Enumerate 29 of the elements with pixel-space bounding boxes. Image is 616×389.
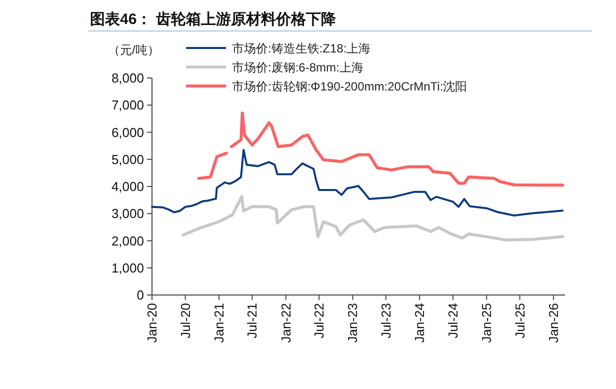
x-tick-label: Jul-21 bbox=[244, 303, 260, 338]
x-tick-label: Jan-24 bbox=[412, 303, 428, 343]
legend-label: 市场价:铸造生铁:Z18:上海 bbox=[232, 42, 371, 56]
y-tick-label: 4,000 bbox=[111, 179, 144, 194]
x-tick-label: Jul-24 bbox=[445, 303, 460, 338]
line-series bbox=[182, 195, 564, 242]
y-tick-label: 6,000 bbox=[111, 124, 144, 140]
legend-label: 市场价:废钢:6-8mm:上海 bbox=[232, 60, 364, 74]
y-tick-label: 7,000 bbox=[111, 98, 144, 113]
line-series bbox=[151, 148, 564, 217]
y-axis-title: （元/吨） bbox=[108, 43, 160, 57]
legend-label: 市场价:齿轮钢:Φ190-200mm:20CrMnTi:沈阳 bbox=[232, 80, 468, 94]
y-tick-label: 2,000 bbox=[111, 233, 144, 248]
x-tick-label: Jan-26 bbox=[546, 303, 561, 343]
y-tick-label: 5,000 bbox=[111, 152, 144, 167]
y-tick-label: 3,000 bbox=[111, 206, 144, 222]
y-tick-label: 1,000 bbox=[111, 260, 144, 276]
y-tick-label: 8,000 bbox=[111, 70, 144, 86]
x-tick-label: Jul-25 bbox=[512, 303, 528, 338]
x-tick-label: Jan-20 bbox=[144, 303, 160, 343]
x-tick-label: Jul-23 bbox=[378, 303, 394, 338]
x-tick-label: Jul-22 bbox=[312, 303, 327, 338]
x-tick-label: Jan-22 bbox=[278, 303, 294, 343]
x-tick-label: Jan-25 bbox=[479, 303, 494, 343]
x-tick-label: Jan-23 bbox=[345, 303, 360, 343]
x-tick-label: Jan-21 bbox=[212, 303, 227, 343]
x-tick-label: Jul-20 bbox=[178, 303, 193, 338]
chart-title: 图表46： 齿轮箱上游原材料价格下降 bbox=[90, 11, 337, 28]
y-tick-label: 0 bbox=[136, 288, 144, 302]
